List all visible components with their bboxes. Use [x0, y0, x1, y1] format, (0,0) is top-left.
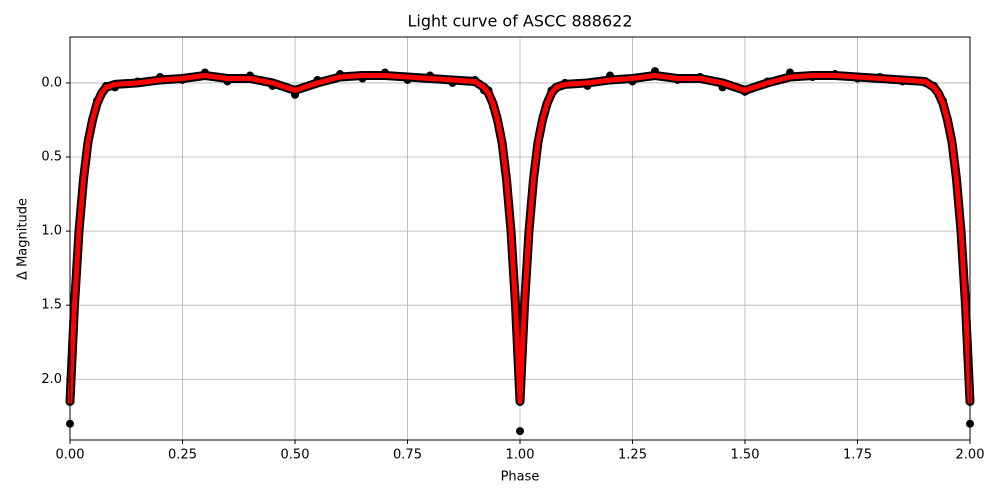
y-tick-label: 1.0	[41, 224, 62, 239]
x-tick-label: 2.00	[956, 448, 985, 463]
x-tick-label: 1.50	[731, 448, 760, 463]
x-tick-label: 1.75	[843, 448, 872, 463]
y-tick-label: 2.0	[41, 372, 62, 387]
y-tick-label: 0.5	[41, 150, 62, 165]
x-axis-label: Phase	[501, 470, 540, 485]
y-tick-label: 0.0	[41, 75, 62, 90]
x-tick-label: 1.25	[618, 448, 647, 463]
x-tick-label: 0.50	[281, 448, 310, 463]
model-line	[67, 73, 973, 404]
data-point	[516, 427, 524, 436]
x-tick-label: 0.25	[168, 448, 197, 463]
y-axis-label: Δ Magnitude	[16, 198, 31, 280]
x-tick-label: 0.75	[393, 448, 422, 463]
x-tick-label: 0.00	[56, 448, 85, 463]
y-tick-label: 1.5	[41, 298, 62, 313]
chart-title: Light curve of ASCC 888622	[407, 12, 632, 31]
x-tick-label: 1.00	[506, 448, 535, 463]
